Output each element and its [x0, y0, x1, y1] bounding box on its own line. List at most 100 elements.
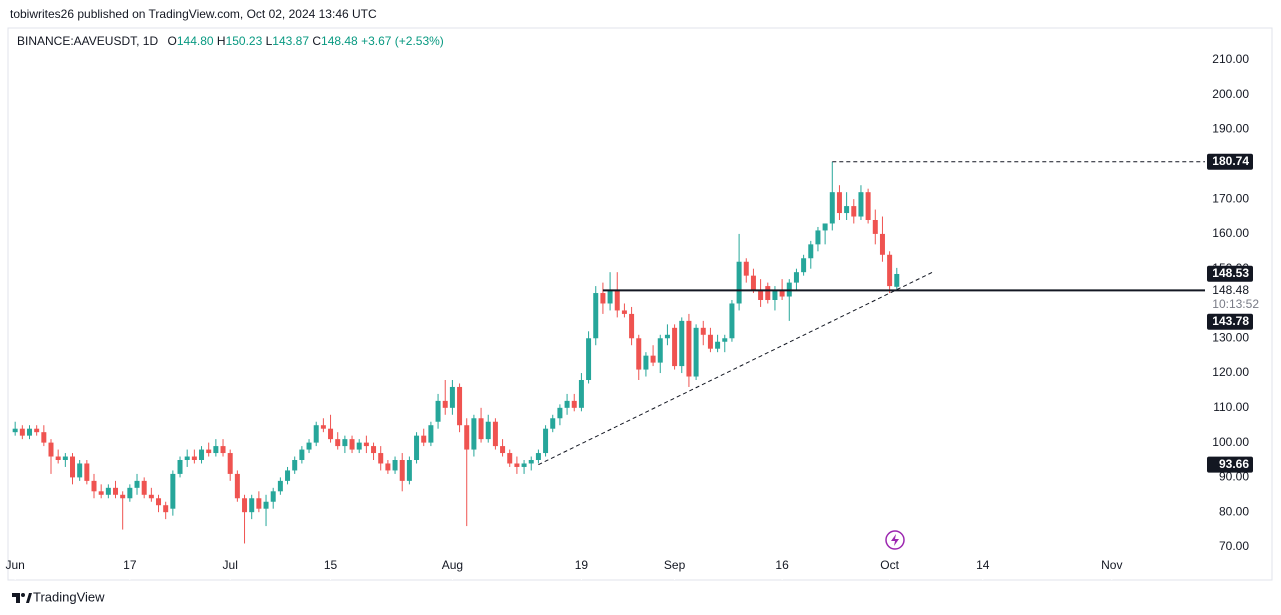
price-label-box — [1207, 153, 1253, 170]
candle-body — [249, 498, 255, 513]
candle-body — [793, 272, 799, 283]
candle-body — [858, 192, 864, 217]
candle-body — [500, 446, 506, 454]
candle-body — [156, 498, 162, 506]
candle-body — [593, 293, 599, 339]
price-label: 180.74 — [1212, 154, 1249, 168]
candle-body — [163, 505, 169, 513]
candle-body — [27, 428, 33, 436]
candle-body — [19, 428, 25, 436]
candle-body — [392, 460, 398, 471]
candle-body — [621, 310, 627, 314]
legend-key: L — [265, 34, 273, 48]
candle-body — [141, 480, 147, 495]
candle-body — [779, 289, 785, 297]
candle-body — [564, 400, 570, 408]
candle-body — [765, 286, 771, 300]
y-tick-label: 200.00 — [1212, 87, 1249, 101]
candle-body — [120, 494, 126, 499]
candle-body — [707, 334, 713, 349]
candle-body — [879, 233, 885, 255]
price-label-box — [1206, 282, 1254, 314]
x-tick-label: Aug — [442, 558, 463, 572]
candle-body — [851, 206, 857, 217]
candle-body — [729, 303, 735, 339]
frame — [7, 27, 1273, 581]
price-label-box — [1207, 265, 1253, 282]
legend-value: 148.48 — [321, 34, 358, 48]
candle-body — [887, 254, 893, 287]
candle-body — [113, 487, 119, 495]
countdown: 10:13:52 — [1212, 297, 1259, 311]
candle-body — [313, 425, 319, 443]
candle-body — [657, 338, 663, 363]
candle-body — [378, 453, 384, 464]
candle-body — [213, 446, 219, 454]
candle-body — [801, 258, 807, 273]
candle-body — [521, 463, 527, 467]
candle-body — [507, 453, 513, 464]
lightning-icon[interactable] — [885, 530, 905, 550]
candle-body — [41, 432, 47, 443]
y-tick-label: 170.00 — [1212, 191, 1249, 205]
candle-body — [758, 289, 764, 300]
candle-body — [270, 491, 276, 502]
candle-body — [894, 273, 900, 287]
y-tick-label: 70.00 — [1219, 539, 1249, 553]
x-tick-label: Oct — [880, 558, 899, 572]
candle-body — [342, 439, 348, 447]
candle-body — [872, 220, 878, 234]
candle-body — [127, 487, 133, 499]
candle-body — [435, 400, 441, 422]
price-label-box — [1207, 313, 1253, 330]
legend-key: H — [216, 34, 226, 48]
x-tick-label: 14 — [976, 558, 990, 572]
candle-body — [234, 473, 240, 499]
candle-body — [227, 453, 233, 474]
candle-body — [277, 480, 283, 492]
tradingview-logo — [12, 593, 32, 603]
x-tick-label: Jul — [223, 558, 238, 572]
candle-body — [356, 442, 362, 450]
price-label: 143.78 — [1212, 314, 1249, 328]
x-tick-label: 19 — [575, 558, 589, 572]
candles — [12, 161, 900, 544]
price-label-box — [1207, 456, 1253, 473]
legend-key: C — [312, 34, 322, 48]
candle-body — [220, 446, 226, 454]
legend-value: 143.87 — [272, 34, 309, 48]
candle-body — [471, 418, 477, 450]
candle-body — [320, 425, 326, 429]
candle-body — [528, 460, 534, 464]
price-label: 148.48 — [1212, 283, 1249, 297]
candle-body — [822, 223, 828, 231]
candle-body — [199, 449, 205, 460]
candle-body — [836, 192, 842, 214]
candle-body — [62, 456, 68, 460]
candle-body — [478, 418, 484, 440]
candle-body — [55, 456, 61, 460]
candle-body — [335, 439, 341, 447]
candle-body — [607, 289, 613, 304]
legend-change: +3.67 (+2.53%) — [361, 34, 444, 48]
symbol-legend: BINANCE:AAVEUSDT, 1D O144.80 H150.23 L14… — [17, 34, 444, 48]
candle-body — [285, 470, 291, 481]
candle-body — [586, 338, 592, 380]
y-tick-label: 120.00 — [1212, 365, 1249, 379]
candle-body — [84, 463, 90, 481]
candle-body — [844, 206, 850, 214]
x-tick-label: 15 — [324, 558, 338, 572]
y-tick-label: 210.00 — [1212, 52, 1249, 66]
candle-body — [514, 463, 520, 467]
y-tick-label: 190.00 — [1212, 122, 1249, 136]
candle-body — [98, 491, 104, 495]
legend-key: O — [167, 34, 177, 48]
candle-body — [442, 400, 448, 408]
candle-body — [421, 435, 427, 443]
x-tick-label: Sep — [664, 558, 686, 572]
candle-body — [184, 456, 190, 460]
candle-body — [700, 327, 706, 335]
legend-value: 144.80 — [176, 34, 214, 48]
brand: TradingView — [33, 589, 105, 604]
candle-body — [34, 428, 40, 433]
